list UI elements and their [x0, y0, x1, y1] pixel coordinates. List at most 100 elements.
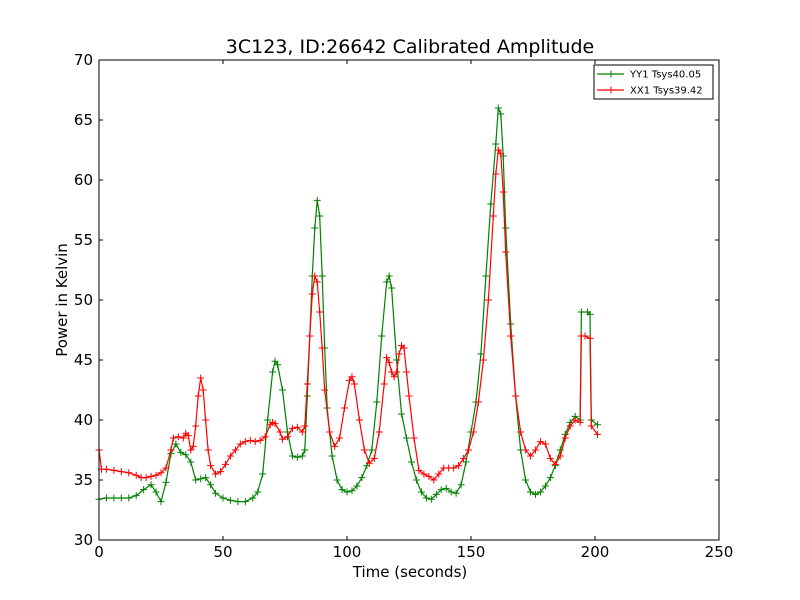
data-point-marker — [207, 481, 215, 489]
data-point-marker — [261, 433, 269, 441]
data-point-marker — [234, 498, 242, 506]
data-point-marker — [422, 494, 430, 502]
legend-marker — [607, 70, 615, 78]
y-tick-label: 50 — [74, 291, 93, 309]
data-point-marker — [561, 434, 569, 442]
data-point-marker — [492, 140, 500, 148]
data-point-marker — [492, 170, 500, 178]
data-point-marker — [254, 488, 262, 496]
data-point-marker — [231, 446, 239, 454]
data-point-marker — [279, 386, 287, 394]
data-point-marker — [437, 486, 445, 494]
data-point-marker — [345, 376, 353, 384]
data-point-marker — [301, 422, 309, 430]
data-point-marker — [336, 434, 344, 442]
data-point-marker — [184, 432, 192, 440]
data-point-marker — [378, 332, 386, 340]
data-point-marker — [142, 474, 150, 482]
data-point-marker — [338, 486, 346, 494]
data-point-marker — [474, 398, 482, 406]
data-point-marker — [298, 428, 306, 436]
data-point-marker — [407, 458, 415, 466]
x-axis-label: Time (seconds) — [352, 563, 468, 581]
data-point-marker — [274, 361, 282, 369]
data-point-marker — [212, 470, 220, 478]
data-point-marker — [586, 310, 594, 318]
data-point-marker — [450, 464, 458, 472]
data-point-marker — [249, 494, 257, 502]
data-point-marker — [303, 380, 311, 388]
y-tick-label: 40 — [74, 411, 93, 429]
data-point-marker — [226, 452, 234, 460]
y-tick-label: 55 — [74, 231, 93, 249]
data-point-marker — [368, 446, 376, 454]
data-point-marker — [293, 453, 301, 461]
data-point-marker — [556, 452, 564, 460]
y-tick-label: 45 — [74, 351, 93, 369]
data-point-marker — [417, 488, 425, 496]
data-point-marker — [283, 433, 291, 441]
data-point-marker — [157, 469, 165, 477]
data-point-marker — [400, 344, 408, 352]
data-point-marker — [531, 446, 539, 454]
data-point-marker — [546, 474, 554, 482]
data-point-marker — [313, 278, 321, 286]
data-point-marker — [308, 290, 316, 298]
data-point-marker — [586, 334, 594, 342]
x-tick-label: 0 — [94, 543, 104, 561]
data-point-marker — [110, 494, 118, 502]
data-point-marker — [147, 472, 155, 480]
data-point-marker — [385, 358, 393, 366]
data-point-marker — [217, 468, 225, 476]
data-point-marker — [288, 452, 296, 460]
data-point-marker — [271, 420, 279, 428]
data-point-marker — [313, 196, 321, 204]
data-point-marker — [571, 416, 579, 424]
data-point-marker — [125, 494, 133, 502]
data-point-marker — [457, 481, 465, 489]
data-point-marker — [236, 440, 244, 448]
data-point-marker — [172, 440, 180, 448]
legend-label: YY1 Tsys40.05 — [629, 70, 701, 81]
data-point-marker — [541, 482, 549, 490]
data-point-marker — [348, 373, 356, 381]
data-point-marker — [316, 212, 324, 220]
data-point-marker — [527, 452, 535, 460]
data-point-marker — [482, 272, 490, 280]
data-point-marker — [276, 428, 284, 436]
data-point-marker — [318, 272, 326, 280]
data-point-marker — [117, 468, 125, 476]
chart-title: 3C123, ID:26642 Calibrated Amplitude — [226, 36, 594, 58]
data-point-marker — [318, 344, 326, 352]
data-point-marker — [455, 462, 463, 470]
data-point-marker — [497, 150, 505, 158]
data-point-marker — [197, 374, 205, 382]
data-point-marker — [383, 278, 391, 286]
data-point-marker — [410, 434, 418, 442]
data-point-marker — [343, 488, 351, 496]
data-point-marker — [197, 475, 205, 483]
data-point-marker — [541, 440, 549, 448]
x-axis: 0 50 100 150 200 250 — [94, 60, 733, 561]
data-point-marker — [279, 435, 287, 443]
data-point-marker — [182, 451, 190, 459]
data-point-marker — [321, 386, 329, 394]
data-point-marker — [502, 224, 510, 232]
data-point-marker — [269, 368, 277, 376]
data-point-marker — [593, 430, 601, 438]
data-point-marker — [370, 454, 378, 462]
data-point-marker — [460, 454, 468, 462]
data-point-marker — [204, 446, 212, 454]
x-tick-label: 200 — [581, 543, 610, 561]
data-point-marker — [479, 356, 487, 364]
data-point-marker — [350, 380, 358, 388]
data-point-marker — [192, 422, 200, 430]
data-point-marker — [167, 446, 175, 454]
data-point-marker — [328, 452, 336, 460]
data-point-marker — [522, 446, 530, 454]
data-point-marker — [398, 410, 406, 418]
data-point-marker — [497, 110, 505, 118]
data-point-marker — [427, 495, 435, 503]
data-point-marker — [412, 476, 420, 484]
series-line — [98, 107, 598, 504]
